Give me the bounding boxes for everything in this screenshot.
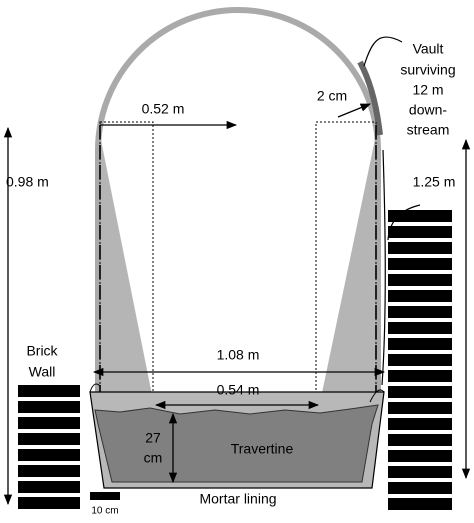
floor-span-label: 0.54 m — [217, 382, 260, 398]
brick — [388, 258, 452, 270]
brick — [388, 242, 452, 254]
brick — [388, 370, 452, 382]
left-height-label: 0.98 m — [6, 174, 49, 190]
vault-label: down- — [409, 102, 447, 118]
brick — [388, 498, 452, 510]
brick — [388, 418, 452, 430]
vault-outline — [95, 7, 381, 400]
thickness-label: 2 cm — [317, 88, 347, 104]
brick — [18, 433, 80, 445]
right-wedge — [318, 125, 378, 412]
brick — [388, 338, 452, 350]
right-height-label: 1.25 m — [413, 174, 456, 190]
left-wedge — [98, 125, 156, 415]
left-edge — [89, 383, 101, 393]
depth-label: 27 — [145, 430, 161, 446]
thickness-arrow — [337, 103, 371, 118]
scale-bar — [90, 492, 120, 500]
brick — [388, 322, 452, 334]
brick — [388, 210, 452, 222]
mortar-label: Mortar lining — [199, 491, 276, 507]
brick — [388, 402, 452, 414]
brick-wall-label: Brick — [26, 343, 58, 359]
brick-wall-label: Wall — [29, 364, 56, 380]
travertine-label: Travertine — [231, 441, 294, 457]
depth-label: cm — [144, 450, 163, 466]
right-edge — [369, 389, 385, 403]
travertine-deposit — [94, 404, 379, 483]
remnant-line — [381, 149, 386, 386]
brick — [18, 417, 80, 429]
brick — [388, 226, 452, 238]
brick — [388, 290, 452, 302]
brick — [388, 482, 452, 494]
remnant-leader — [363, 36, 403, 67]
brick — [388, 354, 452, 366]
brick — [388, 466, 452, 478]
brick — [388, 434, 452, 446]
brick — [18, 481, 80, 493]
vault-label: stream — [407, 122, 450, 138]
full-span-label: 1.08 m — [217, 347, 260, 363]
brick — [18, 465, 80, 477]
brick — [388, 450, 452, 462]
vault-label: 12 m — [412, 82, 443, 98]
vault-label: Vault — [413, 41, 444, 57]
brick — [18, 449, 80, 461]
wall-leader — [387, 204, 421, 241]
brick — [18, 385, 80, 397]
brick-walls — [18, 210, 452, 510]
brick — [18, 497, 80, 509]
brick — [388, 306, 452, 318]
brick — [388, 386, 452, 398]
brick — [18, 401, 80, 413]
brick — [388, 274, 452, 286]
scale-label: 10 cm — [91, 506, 118, 517]
vault-remnant — [357, 60, 383, 136]
vault-label: surviving — [400, 62, 455, 78]
half-span-label: 0.52 m — [142, 101, 185, 117]
